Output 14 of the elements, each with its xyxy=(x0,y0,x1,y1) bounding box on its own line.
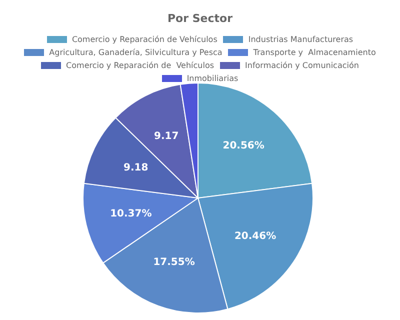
data-label: 9.17 xyxy=(154,131,179,142)
legend-label: Inmobiliarias xyxy=(186,73,238,85)
data-label: 17.55% xyxy=(153,257,195,268)
data-label: 9.18 xyxy=(124,162,148,174)
legend-label: Comercio y Reparación de Vehículos xyxy=(65,60,214,72)
legend-label: Transporte y Almacenamiento xyxy=(252,47,376,59)
legend-label: Industrias Manufactureras xyxy=(247,34,354,46)
data-label: 20.46% xyxy=(234,230,276,242)
chart-title: Por Sector xyxy=(166,12,234,25)
data-label: 20.56% xyxy=(222,140,264,152)
legend-label: Comercio y Reparación de Vehículos xyxy=(70,34,218,46)
legend-label: Información y Comunicación xyxy=(244,60,359,72)
legend-label: Agricultura, Ganadería, Silvicultura y Pesca xyxy=(48,47,222,59)
data-label: 10.37% xyxy=(110,208,152,220)
